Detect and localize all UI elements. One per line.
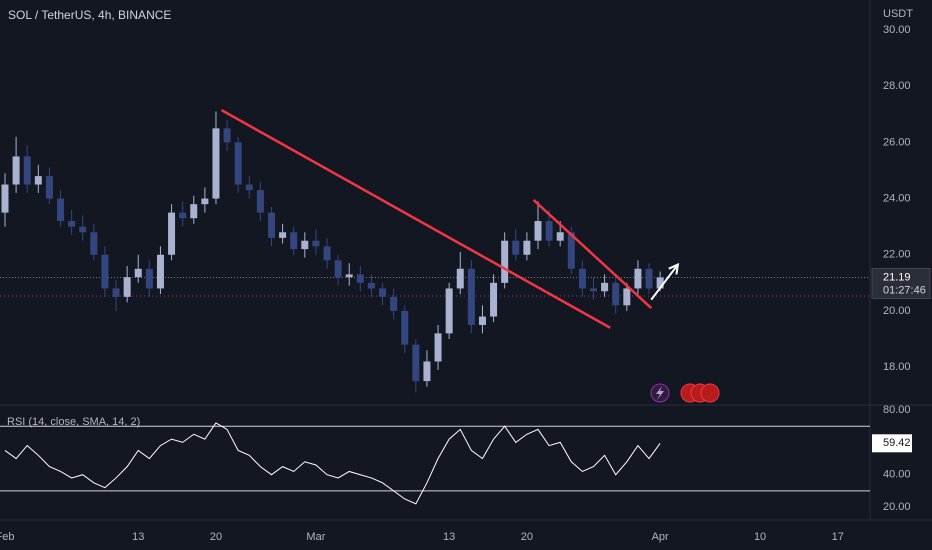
flash-glyph xyxy=(656,386,664,400)
price-label-box xyxy=(871,267,931,299)
x-tick-label: Apr xyxy=(652,531,669,543)
candle-body xyxy=(112,288,120,297)
rsi-tick-label: 40.00 xyxy=(883,469,911,481)
x-tick-label: 13 xyxy=(443,531,455,543)
candle-body xyxy=(556,232,564,241)
candle-body xyxy=(134,268,142,278)
candle-body xyxy=(223,128,231,143)
candle-body xyxy=(512,240,520,255)
candle-body xyxy=(179,212,187,219)
candle-body xyxy=(345,274,353,278)
candle-body xyxy=(590,288,598,292)
trendline xyxy=(532,199,653,310)
candle-body xyxy=(645,268,653,289)
candle-body xyxy=(234,142,242,185)
candle-body xyxy=(312,240,320,247)
candle-body xyxy=(168,212,176,255)
candle-body xyxy=(478,316,486,325)
candle-body xyxy=(34,176,42,185)
candle-body xyxy=(445,288,453,334)
candle-body xyxy=(490,282,498,317)
candle-body xyxy=(523,240,531,255)
candle-body xyxy=(567,232,575,269)
candle-body xyxy=(623,288,631,306)
y-tick-label: 20.00 xyxy=(883,305,911,317)
candle-body xyxy=(256,190,264,213)
candle-body xyxy=(367,282,375,289)
chart-title: SOL / TetherUS, 4h, BINANCE xyxy=(8,8,171,22)
candle-body xyxy=(379,288,387,297)
candle-body xyxy=(634,268,642,289)
y-tick-label: 28.00 xyxy=(883,80,911,92)
candle-body xyxy=(323,246,331,261)
candle-body xyxy=(545,221,553,241)
rsi-line xyxy=(4,422,661,505)
candle-body xyxy=(190,204,198,219)
candle-body xyxy=(68,221,76,227)
candle-body xyxy=(267,212,275,238)
arrow-head xyxy=(668,262,680,275)
currency-label: USDT xyxy=(883,8,913,20)
candle-body xyxy=(467,268,475,325)
candle-body xyxy=(434,333,442,362)
countdown-label: 01:27:46 xyxy=(883,284,926,296)
candle-body xyxy=(201,198,209,205)
candle-body xyxy=(12,156,20,185)
trendline xyxy=(650,263,679,301)
event-icons[interactable] xyxy=(650,383,720,403)
candle-body xyxy=(612,282,620,306)
x-tick-label: 20 xyxy=(210,531,222,543)
candle-body xyxy=(334,260,342,278)
x-tick-label: 13 xyxy=(132,531,144,543)
candle-body xyxy=(356,274,364,283)
candle-body xyxy=(245,184,253,191)
candle-body xyxy=(57,198,65,222)
candle-body xyxy=(656,277,664,289)
candle-body xyxy=(212,128,220,199)
y-tick-label: 26.00 xyxy=(883,136,911,148)
candle-body xyxy=(412,344,420,382)
x-tick-label: 10 xyxy=(754,531,766,543)
y-tick-label: 30.00 xyxy=(883,24,911,36)
candle-body xyxy=(601,282,609,292)
last-price-label: 21.19 xyxy=(883,271,911,283)
rsi-value-box xyxy=(872,434,912,453)
y-tick-label: 22.00 xyxy=(883,249,911,261)
candle-body xyxy=(501,240,509,283)
candle-body xyxy=(123,277,131,297)
candle-body xyxy=(79,226,87,233)
candle-body xyxy=(290,232,298,250)
candle-body xyxy=(301,240,309,250)
x-tick-label: 20 xyxy=(521,531,533,543)
event-icon[interactable] xyxy=(700,383,720,403)
indicator-name: RSI (14, close, SMA, 14, 2) xyxy=(7,416,140,428)
candle-body xyxy=(279,232,287,238)
candle-body xyxy=(156,254,164,289)
candle-body xyxy=(423,361,431,382)
candle-body xyxy=(23,156,31,185)
y-tick-label: 24.00 xyxy=(883,192,911,204)
candle-body xyxy=(1,184,9,213)
rsi-value-label: 59.42 xyxy=(883,437,911,449)
y-tick-label: 18.00 xyxy=(883,361,911,373)
candle-body xyxy=(456,268,464,289)
x-tick-label: Mar xyxy=(306,531,325,543)
trendline xyxy=(220,109,611,329)
candle-body xyxy=(145,268,153,289)
candle-body xyxy=(578,268,586,289)
candle-body xyxy=(534,221,542,241)
x-tick-label: Feb xyxy=(0,531,14,543)
candle-body xyxy=(401,310,409,345)
rsi-tick-label: 20.00 xyxy=(883,501,911,513)
candle-body xyxy=(90,232,98,255)
candle-body xyxy=(101,254,109,289)
rsi-tick-label: 80.00 xyxy=(883,404,911,416)
x-tick-label: 17 xyxy=(832,531,844,543)
candle-body xyxy=(390,296,398,311)
candle-body xyxy=(45,176,53,199)
